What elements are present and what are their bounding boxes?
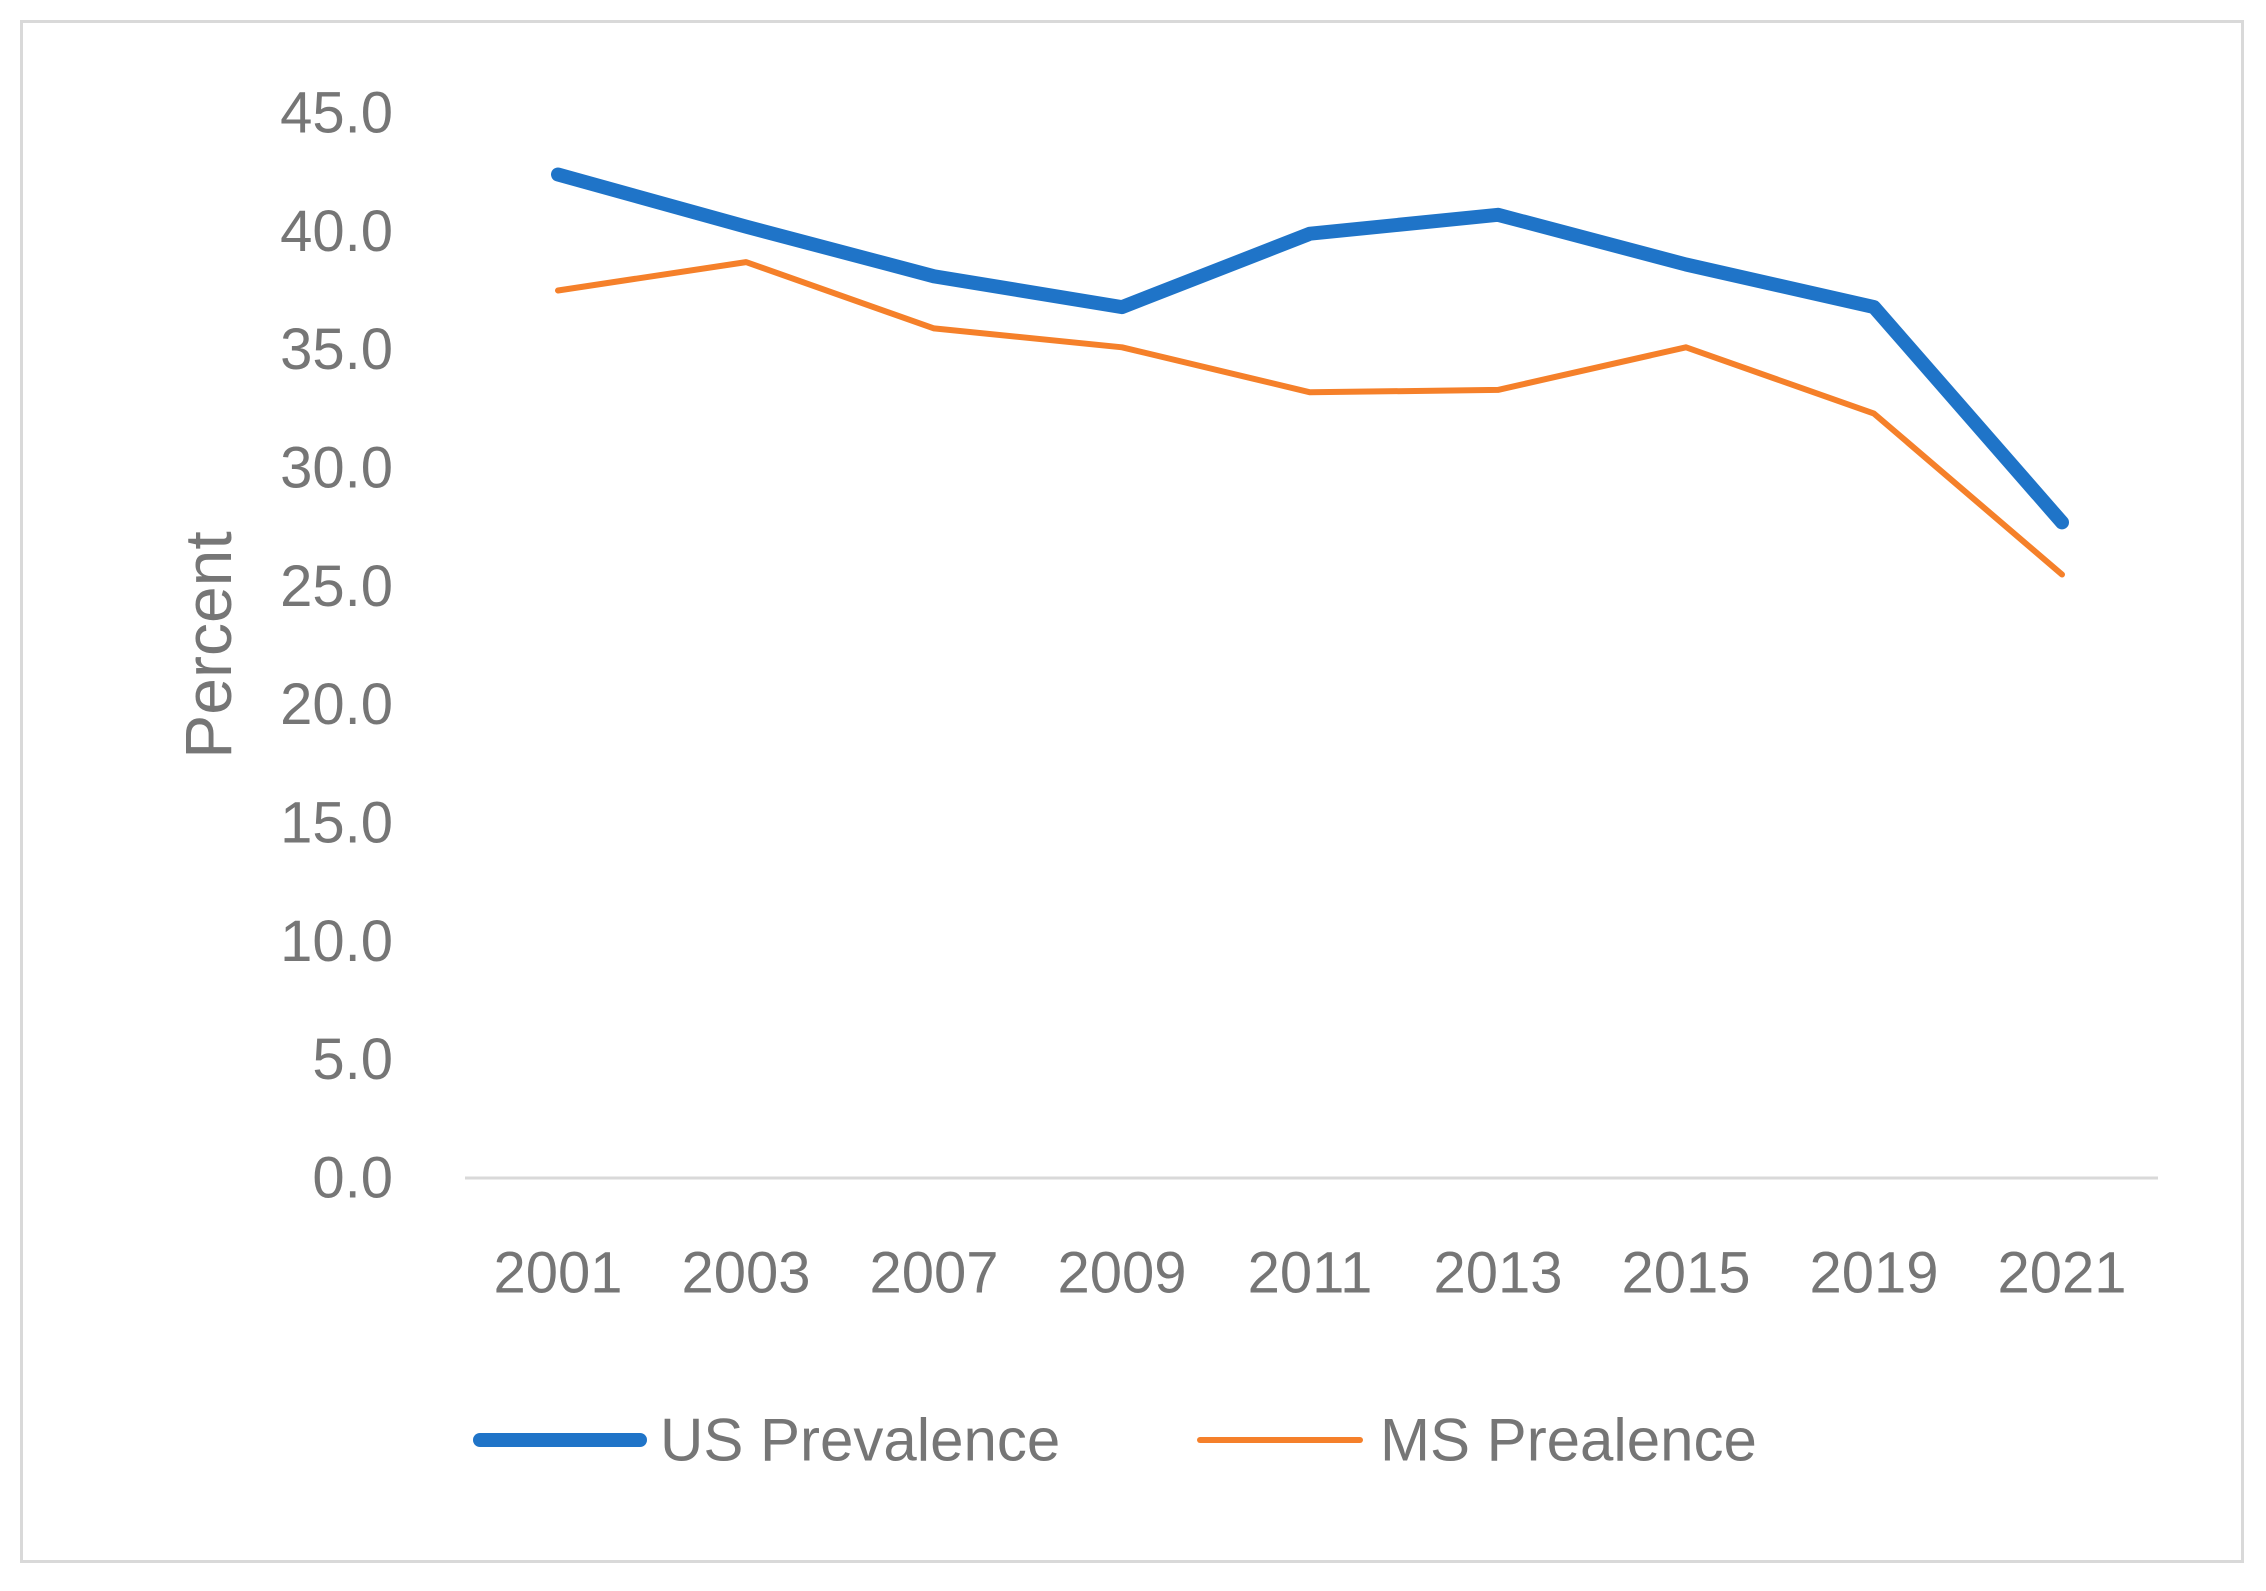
y-tick-label: 45.0	[280, 81, 393, 146]
y-tick-label: 30.0	[280, 436, 393, 501]
data-point	[1873, 306, 1875, 308]
chart-area	[20, 20, 2244, 1563]
data-point	[1121, 346, 1123, 348]
x-tick-label: 2003	[681, 1241, 810, 1306]
y-tick-label: 15.0	[280, 791, 393, 856]
legend-label: US Prevalence	[660, 1407, 1060, 1474]
y-tick-label: 0.0	[312, 1146, 393, 1211]
data-point	[1309, 233, 1311, 235]
y-axis: 0.0 5.0 10.0 15.0 20.0 25.0 30.0 35.0 40.0 45.0	[280, 81, 393, 1211]
series-ms-prealence	[555, 259, 2065, 578]
plot-area	[551, 167, 2069, 578]
data-point	[1685, 263, 1687, 265]
data-point	[1309, 391, 1311, 393]
y-tick-label: 20.0	[280, 672, 393, 737]
x-axis: 2001 2003 2007 2009 2011 2013 2015 2019 2021	[493, 1241, 2126, 1306]
y-tick-label: 40.0	[280, 199, 393, 264]
y-tick-label: 10.0	[280, 909, 393, 974]
series-us-prevalence	[551, 167, 2069, 530]
data-point	[2061, 574, 2063, 575]
data-point	[1685, 346, 1687, 348]
series-line	[555, 259, 2065, 578]
data-point	[745, 261, 747, 263]
x-tick-label: 2019	[1809, 1241, 1938, 1306]
y-tick-label: 5.0	[312, 1027, 393, 1092]
data-point	[933, 275, 935, 277]
data-point	[933, 327, 935, 329]
x-tick-label: 2009	[1057, 1241, 1186, 1306]
x-tick-label: 2011	[1248, 1241, 1373, 1306]
legend: US Prevalence MS Prealence	[473, 1407, 1757, 1474]
data-point	[1497, 214, 1499, 216]
data-point	[745, 226, 747, 228]
y-axis-title: Percent	[171, 531, 245, 758]
series-line	[551, 167, 2069, 530]
x-tick-label: 2013	[1433, 1241, 1562, 1306]
legend-item: US Prevalence	[473, 1407, 1060, 1474]
data-point	[557, 174, 559, 176]
legend-label: MS Prealence	[1380, 1407, 1757, 1474]
data-point	[2061, 521, 2063, 523]
y-tick-label: 35.0	[280, 317, 393, 382]
y-tick-label: 25.0	[280, 554, 393, 619]
x-tick-label: 2021	[1997, 1241, 2126, 1306]
data-point	[1121, 306, 1123, 308]
data-point	[1873, 413, 1875, 415]
x-tick-label: 2007	[869, 1241, 998, 1306]
x-tick-label: 2001	[493, 1241, 622, 1306]
data-point	[1497, 389, 1499, 391]
data-point	[557, 290, 559, 291]
x-tick-label: 2015	[1621, 1241, 1750, 1306]
legend-item: MS Prealence	[1197, 1407, 1757, 1474]
